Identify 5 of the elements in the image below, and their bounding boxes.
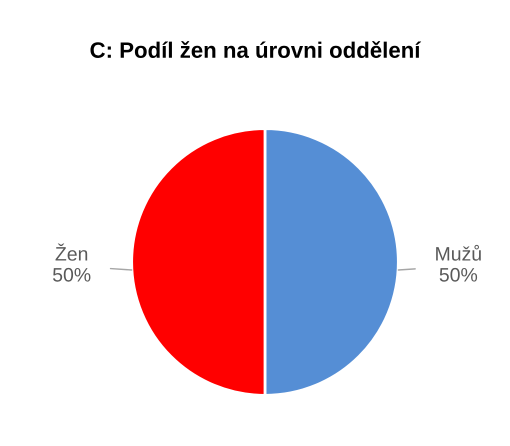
slice-label: Mužů — [436, 244, 481, 261]
data-label: 50% — [440, 268, 478, 282]
slice-label: Žen — [56, 244, 88, 261]
chart-title: C: Podíl žen na úrovni oddělení — [90, 41, 422, 58]
data-label: 50% — [52, 268, 90, 282]
